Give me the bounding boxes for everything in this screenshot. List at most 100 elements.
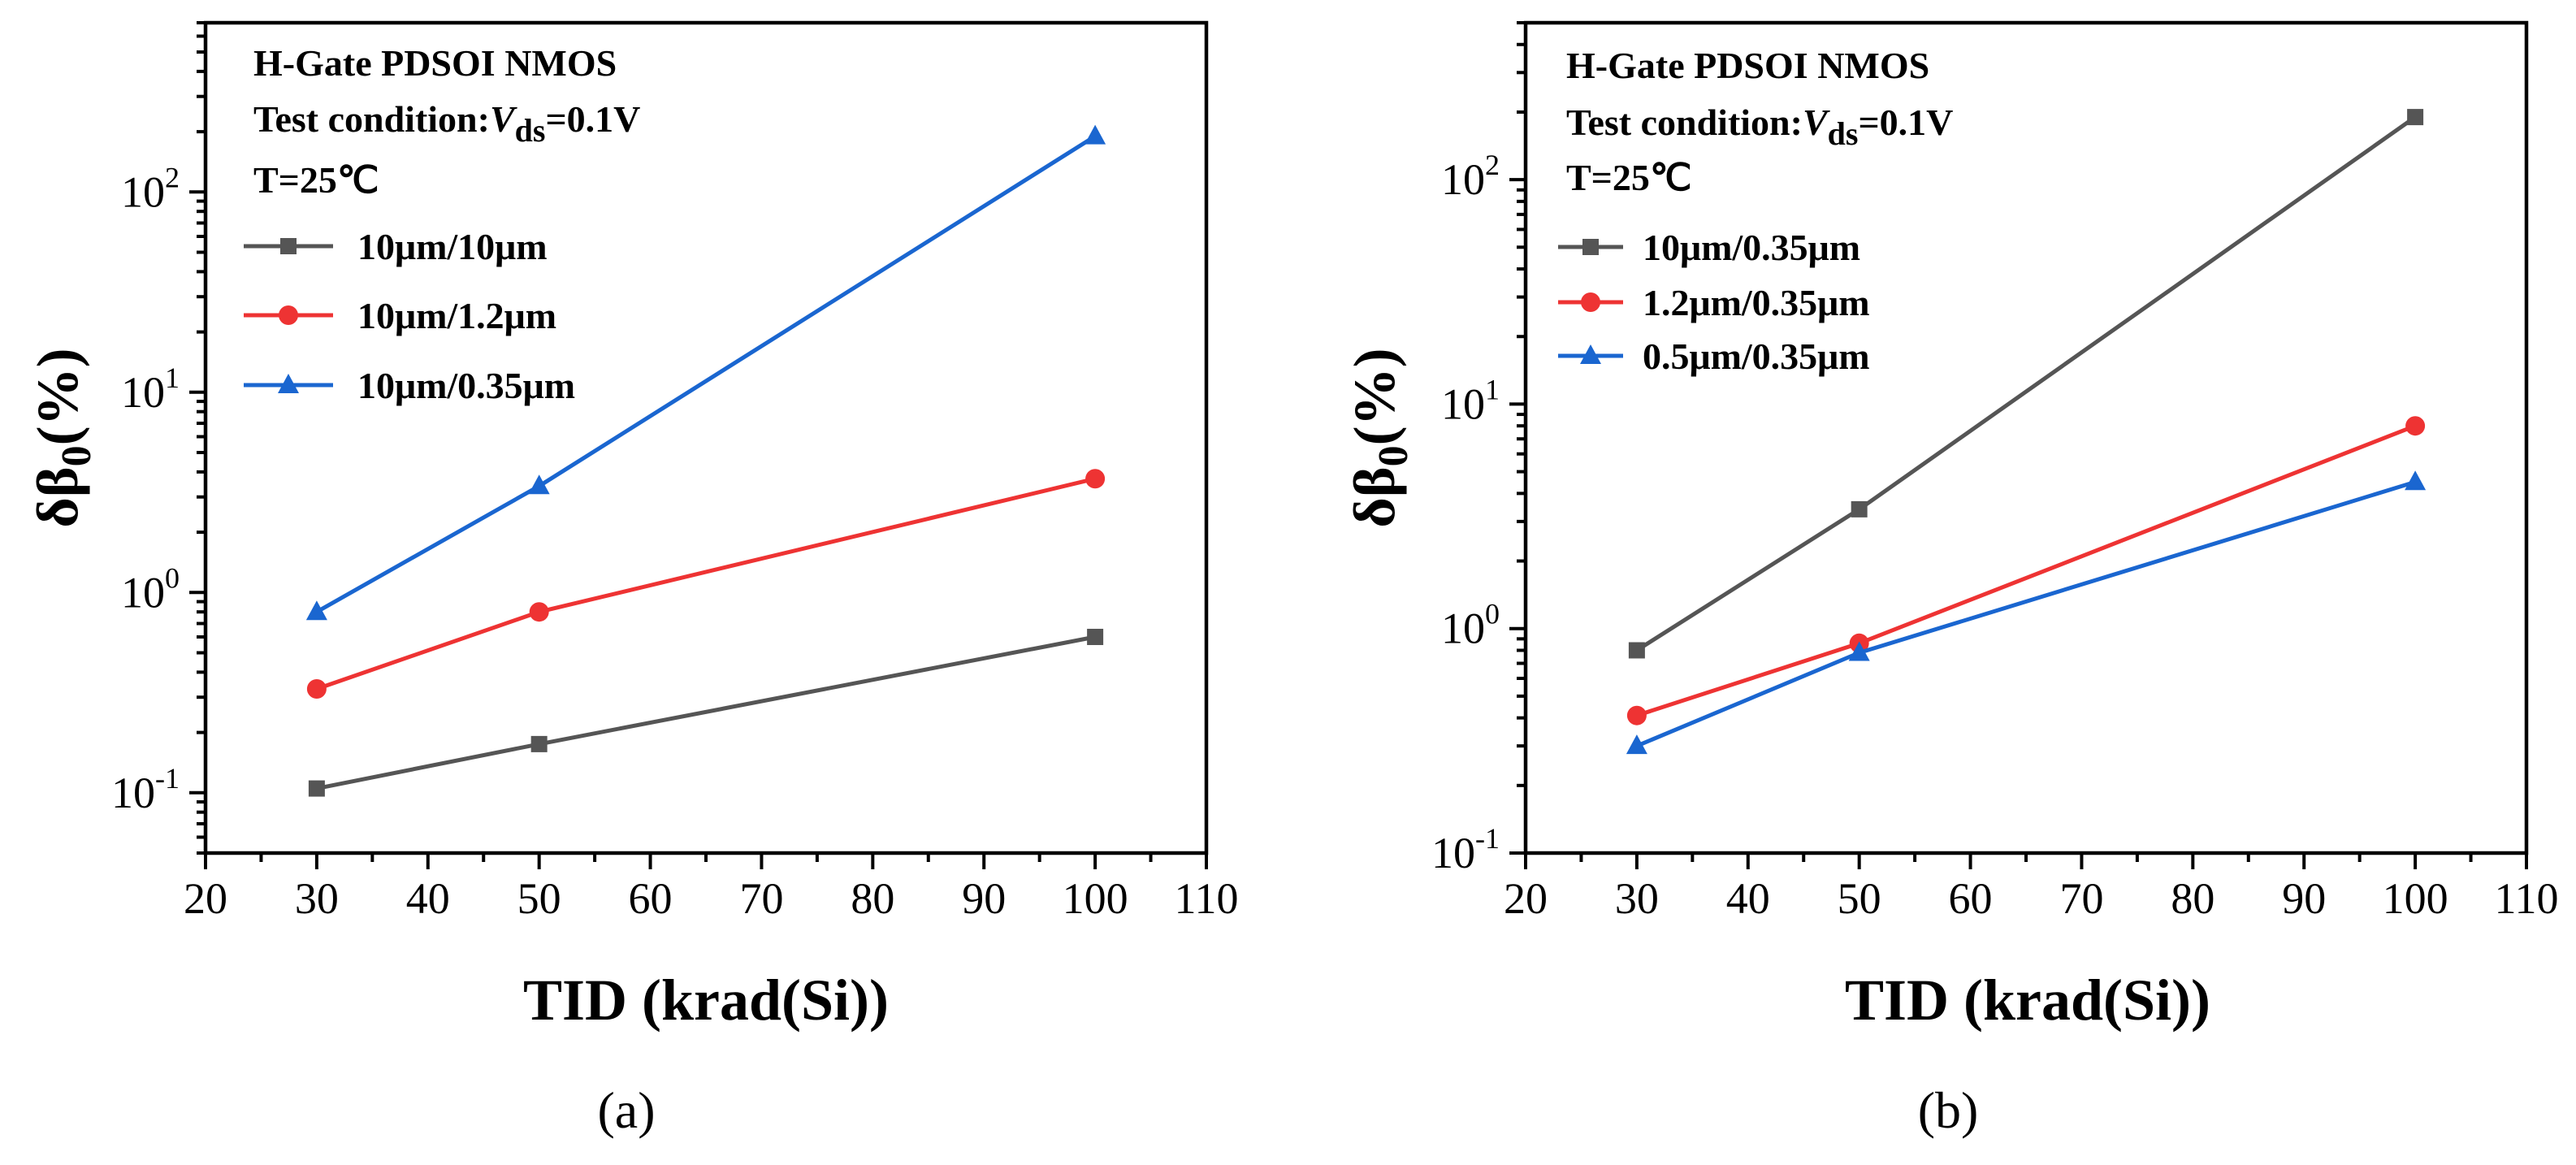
y-tick-exponent: 1: [165, 362, 180, 394]
panel-label: (a): [597, 1081, 655, 1139]
legend-marker: [280, 238, 297, 254]
x-axis-title: TID (krad(Si)): [1845, 968, 2210, 1033]
data-point: [1628, 642, 1645, 659]
x-tick-label: 70: [739, 874, 783, 923]
y-axis-title-subscript: 0: [1370, 445, 1417, 466]
y-tick-exponent: 0: [1485, 598, 1500, 630]
data-point: [1085, 124, 1106, 145]
y-tick-label: 101: [1441, 373, 1500, 428]
x-tick-label: 90: [2282, 874, 2326, 923]
y-tick-exponent: 0: [165, 561, 180, 594]
annotation-subscript: ds: [515, 112, 546, 149]
x-tick-label: 70: [2059, 874, 2103, 923]
annotation-prefix: Test condition:: [1566, 102, 1803, 143]
legend-marker: [1581, 292, 1600, 312]
y-tick-label: 101: [121, 362, 180, 417]
plot-frame: [203, 20, 1209, 855]
series-line-1: [1635, 115, 2417, 652]
y-tick-base: 10: [1441, 379, 1485, 428]
x-tick-label: 50: [1838, 874, 1881, 923]
annotation-suffix: =0.1V: [545, 98, 640, 140]
annotation-variable: V: [1803, 102, 1830, 143]
legend-marker: [1582, 239, 1599, 255]
y-axis-title-subscript: 0: [54, 445, 100, 466]
data-point: [306, 678, 327, 699]
y-tick-label: 100: [121, 561, 180, 617]
x-tick-label: 40: [1726, 874, 1770, 923]
legend-marker: [1580, 344, 1601, 364]
series-line-3: [1635, 479, 2416, 748]
annotation-temperature: T=25℃: [253, 159, 379, 201]
x-tick-label: 60: [629, 874, 673, 923]
y-tick-exponent: 2: [1485, 149, 1500, 181]
data-point: [2405, 470, 2427, 491]
annotation-prefix: Test condition:: [253, 98, 490, 140]
x-tick-label: 50: [517, 874, 561, 923]
x-tick-label: 100: [2383, 874, 2448, 923]
data-point: [1851, 500, 1868, 518]
y-tick-exponent: 2: [165, 161, 180, 193]
data-point: [1085, 469, 1106, 489]
y-tick-base: 10: [111, 769, 155, 817]
x-tick-label: 80: [2171, 874, 2214, 923]
data-point: [530, 735, 548, 752]
y-axis-title-main: δβ: [25, 466, 90, 527]
annotation-device: H-Gate PDSOI NMOS: [1566, 45, 1929, 86]
annotation-test-condition: Test condition:Vds=0.1V: [1566, 102, 1953, 152]
y-axis-title: δβ0(%): [1342, 348, 1417, 527]
x-tick-label: 100: [1063, 874, 1128, 923]
annotation-test-condition: Test condition:Vds=0.1V: [253, 98, 640, 149]
series-line-2: [1636, 423, 2417, 718]
x-tick-label: 60: [1949, 874, 1993, 923]
y-tick-base: 10: [121, 568, 165, 617]
legend-label: 10μm/1.2μm: [357, 295, 556, 336]
x-tick-label: 40: [406, 874, 450, 923]
y-tick-base: 10: [1441, 155, 1485, 204]
y-axis-title-suffix: (%): [1342, 348, 1407, 445]
data-point: [2405, 416, 2426, 436]
legend-label: 10μm/0.35μm: [357, 365, 575, 406]
legend-marker: [279, 305, 298, 325]
legend-label: 0.5μm/0.35μm: [1643, 336, 1870, 377]
y-tick-exponent: -1: [1475, 822, 1500, 855]
panel-label: (b): [1918, 1081, 1979, 1139]
y-axis-title-main: δβ: [1342, 466, 1407, 527]
legend-label: 10μm/0.35μm: [1643, 227, 1860, 268]
data-point: [1087, 628, 1104, 645]
y-axis-title-suffix: (%): [25, 348, 90, 445]
legend-marker: [278, 374, 299, 393]
x-tick-label: 20: [184, 874, 227, 923]
y-tick-exponent: -1: [155, 762, 180, 795]
y-tick-label: 10-1: [111, 762, 180, 817]
y-tick-label: 10-1: [1431, 822, 1500, 877]
legend-label: 1.2μm/0.35μm: [1643, 282, 1870, 323]
x-tick-label: 30: [1615, 874, 1659, 923]
data-point: [1626, 734, 1647, 755]
y-tick-label: 100: [1441, 598, 1500, 653]
annotation-temperature: T=25℃: [1566, 157, 1692, 198]
y-tick-label: 102: [121, 161, 180, 216]
y-tick-base: 10: [121, 368, 165, 417]
data-point: [528, 474, 550, 495]
annotation-device: H-Gate PDSOI NMOS: [253, 42, 617, 84]
x-tick-label: 30: [295, 874, 339, 923]
y-tick-label: 102: [1441, 149, 1500, 204]
x-tick-label: 110: [2495, 874, 2559, 923]
data-point: [1626, 705, 1647, 725]
x-axis-title: TID (krad(Si)): [523, 968, 889, 1033]
data-point: [1848, 641, 1870, 661]
annotation-subscript: ds: [1828, 115, 1859, 152]
x-tick-label: 20: [1504, 874, 1548, 923]
legend-label: 10μm/10μm: [357, 226, 548, 267]
data-point: [305, 600, 327, 621]
y-tick-exponent: 1: [1485, 373, 1500, 405]
x-tick-label: 90: [962, 874, 1006, 923]
data-point: [2407, 109, 2424, 126]
y-tick-base: 10: [1431, 829, 1475, 877]
y-axis-title: δβ0(%): [25, 348, 100, 527]
annotation-suffix: =0.1V: [1858, 102, 1953, 143]
x-tick-label: 110: [1175, 874, 1239, 923]
series-line-1: [316, 634, 1096, 791]
panel-b-chart: 20 30 40 50 60 70 80 90 100 11010-1100101102H-Gat…: [1342, 20, 2559, 1139]
